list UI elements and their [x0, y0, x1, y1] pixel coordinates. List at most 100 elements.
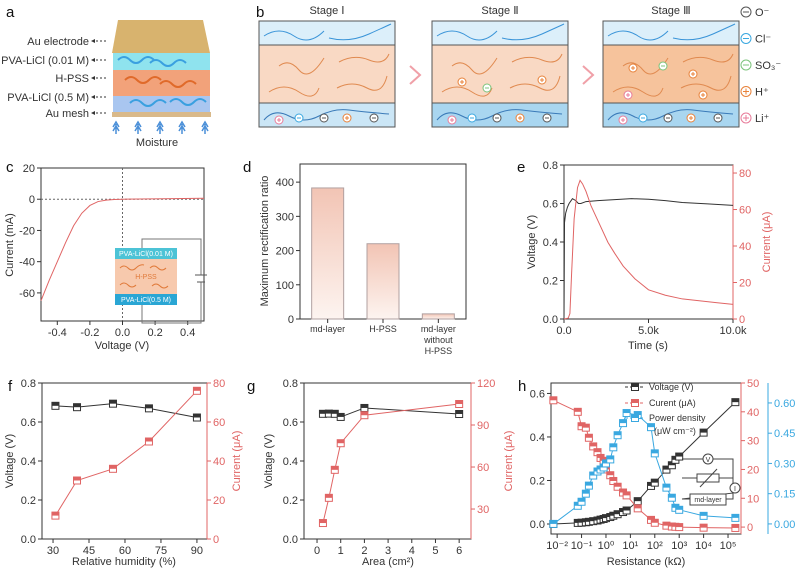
legend-label: SO₃⁻ [755, 60, 781, 72]
data-point-fill [578, 498, 586, 502]
moisture-label: Moisture [136, 137, 178, 149]
data-point-fill [731, 524, 739, 528]
data-point-fill [634, 504, 642, 509]
y-tick-label: 0.4 [283, 456, 298, 468]
y-tick-label: 0.4 [21, 456, 36, 468]
middle-layer [602, 44, 740, 104]
y-tick-label: 80 [739, 168, 751, 180]
y-tick-label: 0 [213, 534, 219, 546]
polymer-chain [436, 109, 563, 121]
y-axis-right-title: Current (μA) [761, 212, 773, 273]
chart-panel-f: 30 45 60 75 90 0.0 0.2 0.4 0.6 0.8 0 20 40 60 80 Relati… [4, 378, 243, 568]
x-tick-label: 5.0k [638, 325, 659, 337]
x-tick-label: 3 [385, 545, 391, 557]
y-tick-label: 0.45 [774, 428, 795, 440]
y-tick-label: 0.2 [283, 495, 298, 507]
data-point-fill [578, 422, 586, 427]
polymer-chain [268, 53, 390, 97]
middle-layer [258, 44, 396, 104]
y-tick-label: 40 [213, 456, 225, 468]
x-tick-label: 1 [338, 545, 344, 557]
ion-sign-icon [518, 116, 522, 120]
x-tick-label: 0 [314, 545, 320, 557]
top-layer [602, 20, 740, 46]
data-point-fill [614, 431, 622, 436]
y-axis-title: Voltage (V) [526, 215, 538, 269]
data-point-fill [193, 414, 201, 418]
ion-sign-icon [626, 93, 630, 97]
data-point-fill [731, 398, 739, 403]
x-axis-title: Relative humidity (%) [72, 556, 176, 568]
x-tick-label: 0.0 [556, 325, 571, 337]
panel-label-g: g [247, 378, 255, 395]
y-tick-label: 20 [747, 464, 759, 476]
x-tick-label: 2 [361, 545, 367, 557]
data-point-fill [731, 514, 739, 518]
data-point-fill [589, 442, 597, 447]
x-category-label: H-PSS [369, 324, 397, 334]
arrowhead-icon [91, 76, 95, 80]
data-point-fill [700, 524, 708, 528]
y-tick-label: 20 [213, 495, 225, 507]
polymer-chain [607, 109, 734, 121]
chart-panel-d: 0 100 200 300 400 Maximum rectification ratio… [259, 163, 467, 356]
y-axis-right-title: Current (μA) [503, 431, 515, 492]
legend-label: O⁻ [755, 7, 770, 19]
panel-label-f: f [8, 378, 13, 395]
data-point-fill [623, 491, 631, 496]
y-tick-label: 20 [739, 278, 751, 290]
ion-sign-icon [460, 80, 464, 84]
y-tick-label: 0.60 [774, 398, 795, 410]
arrowhead-icon [91, 39, 95, 43]
data-point-fill [337, 439, 345, 444]
ion-sign-icon [691, 72, 695, 76]
md-layer-label: md-layer [694, 497, 722, 504]
polymer-network [159, 80, 197, 88]
y-tick-label: 60 [213, 417, 225, 429]
data-point-fill [145, 404, 153, 409]
data-point-fill [549, 520, 557, 524]
y-tick-label: 0.2 [530, 475, 545, 487]
y-tick-label: 0.30 [774, 458, 795, 470]
y-tick-label: 90 [477, 420, 489, 432]
x-category-label: md-layer [310, 324, 345, 334]
data-point-fill [325, 410, 333, 414]
x-tick-label: 5 [432, 545, 438, 557]
data-point-fill [606, 471, 614, 476]
x-tick-label: -0.2 [80, 327, 99, 339]
panel-b-mechanism: Stage Ⅰ Stage Ⅱ Stage Ⅲ O⁻ Cl⁻ SO₃⁻ H⁺ Li⁺ [258, 5, 781, 128]
y-axis-right-title: Current (μA) [231, 431, 243, 492]
x-tick-label: 0.4 [180, 327, 195, 339]
panel-label-a: a [6, 4, 15, 21]
data-point-fill [51, 402, 59, 406]
y-tick-label: 0.0 [543, 314, 558, 326]
y-tick-label: 0.2 [21, 495, 36, 507]
ion-sign-icon [621, 118, 625, 122]
inset-layer-label: PVA-LiCl(0.01 M) [119, 251, 173, 258]
inset-device-circuit: PVA-LiCl(0.01 M) H-PSS PVA-LiCl(0.5 M) [115, 238, 207, 324]
y-tick-label: 80 [213, 378, 225, 390]
data-point-fill [619, 489, 627, 493]
y-tick-label: 0.8 [543, 160, 558, 172]
data-point-fill [73, 477, 81, 481]
layer-label: PVA-LiCl (0.5 M) [7, 92, 89, 104]
pva-licl-05-layer [113, 96, 210, 112]
x-tick-label: 0.0 [115, 327, 130, 339]
bar [366, 243, 400, 320]
data-point-fill [589, 472, 597, 476]
data-point-fill [582, 424, 590, 428]
y-axis-title: Current (mA) [4, 213, 16, 277]
x-tick-label: 10.0k [720, 325, 747, 337]
arrowhead-icon [91, 58, 95, 62]
x-tick-label: 10⁻¹ [571, 540, 593, 552]
data-point-fill [109, 465, 117, 469]
data-point-fill [647, 516, 655, 520]
ion-sign-icon [689, 116, 693, 120]
x-tick-label: 10⁵ [720, 540, 737, 552]
data-point-fill [325, 494, 333, 498]
data-point-fill [585, 434, 593, 438]
x-tick-label: 30 [47, 545, 59, 557]
y-tick-label: 50 [747, 378, 759, 390]
legend-label: Li⁺ [755, 113, 770, 125]
data-point-fill [585, 518, 593, 522]
